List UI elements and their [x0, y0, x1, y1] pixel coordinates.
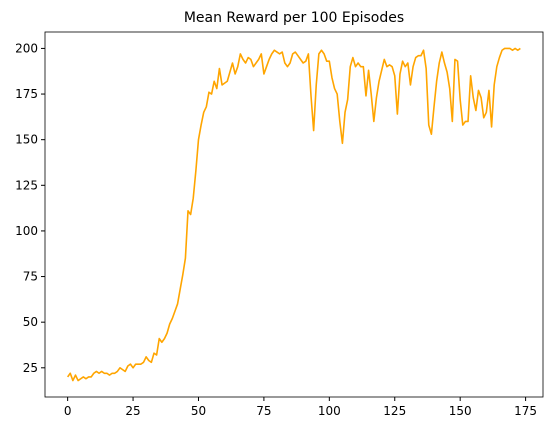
x-tick-label: 100	[318, 404, 341, 418]
y-tick-label: 100	[15, 224, 38, 238]
chart-title: Mean Reward per 100 Episodes	[184, 10, 404, 26]
y-tick-label: 50	[23, 315, 38, 329]
plot-frame	[44, 31, 544, 398]
y-tick-label: 25	[23, 361, 38, 375]
x-tick-label: 50	[191, 404, 206, 418]
y-tick-label: 75	[23, 270, 38, 284]
x-tick-label: 150	[449, 404, 472, 418]
y-tick-label: 150	[15, 133, 38, 147]
x-tick-label: 175	[514, 404, 537, 418]
y-tick-label: 175	[15, 87, 38, 101]
y-tick-label: 200	[15, 41, 38, 55]
line	[66, 47, 521, 382]
x-tick-label: 125	[383, 404, 406, 418]
x-tick-label: 25	[125, 404, 140, 418]
y-tick-label: 125	[15, 178, 38, 192]
x-tick-label: 0	[64, 404, 72, 418]
x-tick-label: 75	[256, 404, 271, 418]
